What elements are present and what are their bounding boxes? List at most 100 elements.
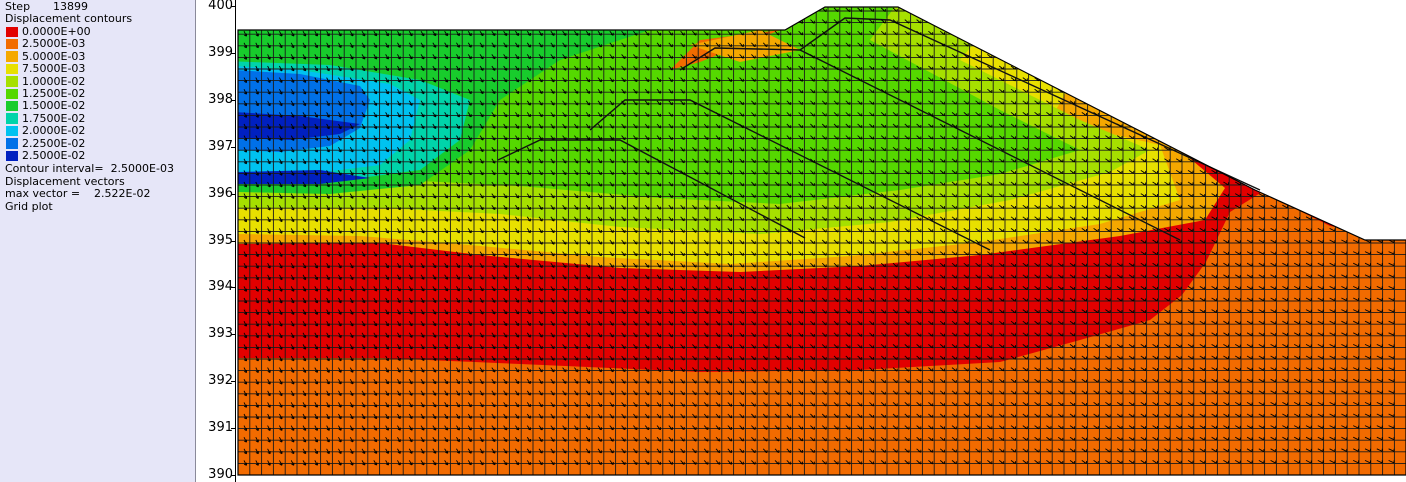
vector-arrow [644, 216, 650, 222]
vector-arrow [385, 204, 389, 211]
vector-arrow [1282, 193, 1289, 197]
vector-arrow [597, 251, 602, 257]
vector-arrow [314, 158, 318, 165]
vector-arrow [1270, 7, 1277, 12]
vector-arrow [1211, 88, 1218, 93]
vector-arrow [361, 42, 366, 48]
vector-arrow [479, 448, 484, 454]
vector-arrow [597, 204, 602, 210]
vector-arrow [1199, 54, 1206, 58]
vector-arrow [444, 112, 449, 118]
vector-arrow [456, 251, 460, 257]
vector-arrow [621, 425, 626, 431]
vector-arrow [1353, 30, 1360, 35]
vector-arrow [1187, 30, 1194, 35]
vector-arrow [290, 112, 295, 118]
vector-arrow [727, 54, 733, 59]
vector-arrow [397, 460, 401, 466]
vector-arrow [314, 344, 318, 350]
vector-arrow [1364, 42, 1371, 46]
vector-arrow [467, 320, 472, 327]
vector-arrow [467, 54, 472, 60]
vector-arrow [1093, 30, 1099, 35]
vector-arrow [538, 158, 543, 164]
vector-arrow [597, 123, 602, 129]
vector-arrow [1199, 100, 1206, 105]
vector-arrow [444, 436, 449, 443]
vector-arrow [349, 170, 354, 176]
vector-arrow [621, 204, 626, 210]
vector-arrow [349, 402, 354, 408]
vector-arrow [397, 19, 401, 25]
vector-arrow [621, 402, 626, 407]
vector-arrow [1364, 111, 1371, 116]
vector-arrow [338, 170, 342, 176]
vector-arrow [1211, 112, 1218, 116]
vector-arrow [420, 344, 425, 350]
vector-arrow [302, 228, 307, 234]
vector-arrow [703, 30, 709, 36]
vector-arrow [939, 7, 945, 12]
vector-arrow [668, 123, 673, 129]
vector-arrow [349, 181, 354, 188]
vector-arrow [432, 460, 437, 466]
vector-arrow [267, 332, 271, 339]
vector-arrow [1057, 19, 1064, 24]
vector-arrow [432, 251, 437, 257]
vector-arrow [397, 100, 401, 106]
vector-arrow [385, 367, 389, 373]
vector-arrow [703, 425, 709, 431]
vector-arrow [326, 309, 330, 315]
vector-arrow [349, 65, 354, 72]
vector-arrow [1376, 65, 1383, 69]
vector-arrow [456, 181, 460, 187]
vector-arrow [1329, 158, 1336, 162]
vector-arrow [703, 309, 709, 315]
vector-arrow [515, 460, 520, 466]
vector-arrow [314, 262, 318, 269]
vector-arrow [515, 228, 520, 234]
legend-swatch [6, 150, 18, 162]
vector-arrow [444, 378, 449, 385]
y-axis-line [235, 0, 236, 482]
vector-arrow [255, 251, 259, 257]
vector-arrow [397, 54, 401, 60]
vector-arrow [727, 30, 733, 36]
vector-arrow [385, 378, 389, 385]
vector-arrow [1069, 88, 1076, 93]
vector-arrow [727, 77, 733, 82]
vector-arrow [1211, 135, 1218, 139]
vector-arrow [951, 7, 957, 12]
vector-arrow [361, 332, 366, 338]
vector-arrow [397, 216, 401, 222]
vector-arrow [703, 181, 709, 187]
vector-arrow [609, 100, 614, 106]
vector-arrow [703, 367, 709, 373]
vector-arrow [1388, 169, 1395, 174]
vector-arrow [349, 274, 354, 280]
vector-arrow [432, 436, 437, 443]
vector-arrow [585, 262, 591, 268]
vector-arrow [1293, 7, 1300, 12]
vector-arrow [574, 77, 579, 83]
vector-arrow [467, 100, 472, 106]
vector-arrow [609, 158, 614, 164]
vector-arrow [267, 77, 271, 83]
vector-arrow [562, 367, 567, 373]
vector-arrow [644, 228, 650, 233]
vector-arrow [397, 146, 401, 153]
vector-arrow [467, 30, 472, 37]
vector-arrow [373, 65, 378, 72]
vector-arrow [727, 42, 733, 48]
vector-arrow [1270, 77, 1277, 81]
vector-arrow [1187, 100, 1194, 105]
vector-arrow [574, 378, 579, 384]
vector-arrow [692, 251, 697, 257]
vector-arrow [633, 19, 638, 25]
vector-arrow [562, 413, 567, 419]
vector-arrow [538, 425, 543, 431]
vector-arrow [1069, 7, 1076, 12]
vector-arrow [692, 204, 697, 210]
vector-arrow [373, 344, 378, 350]
vector-arrow [1364, 53, 1371, 58]
